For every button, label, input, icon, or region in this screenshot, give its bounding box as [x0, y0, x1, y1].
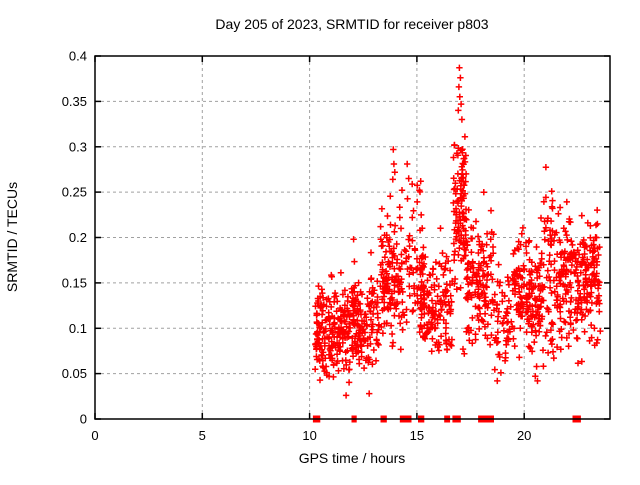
y-tick-label: 0.25	[62, 185, 87, 200]
y-tick-label: 0.35	[62, 94, 87, 109]
y-tick-label: 0.2	[69, 230, 87, 245]
y-tick-label: 0.1	[69, 321, 87, 336]
y-tick-label: 0.3	[69, 139, 87, 154]
y-tick-label: 0.05	[62, 366, 87, 381]
chart-title: Day 205 of 2023, SRMTID for receiver p80…	[215, 16, 488, 32]
tick-labels: 0 5 10 15 20 0 0.05 0.1 0.15 0.2 0.25 0.3 0.35 0.4	[62, 49, 532, 444]
axes	[94, 55, 611, 420]
data-points	[312, 64, 604, 423]
scatter-points	[312, 64, 604, 399]
y-axis-label: SRMTID / TECUs	[4, 182, 20, 292]
x-tick-label: 0	[91, 428, 98, 443]
x-tick-label: 20	[517, 428, 531, 443]
y-tick-label: 0.4	[69, 49, 87, 64]
grid	[95, 56, 610, 419]
plot-border	[94, 55, 611, 420]
x-tick-label: 15	[410, 428, 424, 443]
y-tick-label: 0.15	[62, 275, 87, 290]
y-tick-label: 0	[80, 412, 87, 427]
x-tick-label: 10	[302, 428, 316, 443]
x-axis-label: GPS time / hours	[299, 450, 406, 466]
x-tick-label: 5	[199, 428, 206, 443]
